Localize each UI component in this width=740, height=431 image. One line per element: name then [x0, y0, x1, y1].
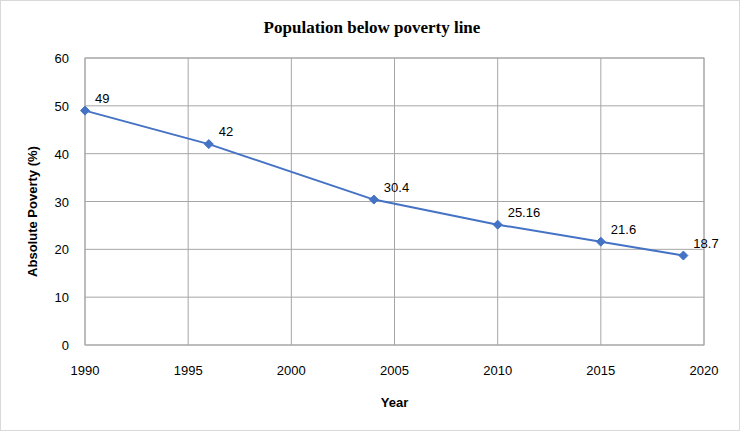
data-marker	[81, 106, 90, 115]
x-tick-label: 2010	[483, 363, 512, 378]
data-marker	[679, 251, 688, 260]
y-tick-label: 30	[55, 195, 69, 210]
x-grid-line	[394, 58, 395, 345]
x-tick-label: 2005	[380, 363, 409, 378]
y-tick-label: 40	[55, 147, 69, 162]
x-grid-line	[497, 58, 498, 345]
x-tick-label: 2000	[277, 363, 306, 378]
chart-container: Population below poverty line 0 10 20 30 40 50…	[0, 0, 740, 431]
y-tick-label: 0	[62, 338, 69, 353]
x-tick-label: 1990	[71, 363, 100, 378]
data-label: 25.16	[508, 205, 541, 220]
data-label: 30.4	[384, 180, 409, 195]
data-label: 18.7	[693, 236, 718, 251]
chart-svg: Population below poverty line 0 10 20 30 40 50…	[0, 0, 740, 431]
data-group	[81, 106, 688, 260]
y-tick-label: 50	[55, 99, 69, 114]
chart-border	[1, 1, 740, 431]
data-label: 21.6	[611, 222, 636, 237]
x-tick-label: 2015	[586, 363, 615, 378]
data-label: 49	[95, 91, 109, 106]
x-axis-label: Year	[381, 395, 408, 410]
x-grid-line	[291, 58, 292, 345]
x-grid-line	[600, 58, 601, 345]
y-tick-label: 60	[55, 51, 69, 66]
y-tick-label: 20	[55, 242, 69, 257]
data-marker	[596, 237, 605, 246]
data-marker	[204, 140, 213, 149]
y-tick-label: 10	[55, 290, 69, 305]
data-marker	[493, 220, 502, 229]
data-label: 42	[219, 124, 233, 139]
data-marker	[369, 195, 378, 204]
data-line	[85, 111, 683, 256]
x-tick-label: 1995	[174, 363, 203, 378]
x-tick-label: 2020	[690, 363, 719, 378]
y-axis-label: Absolute Poverty (%)	[25, 146, 40, 277]
plot-frame	[85, 58, 704, 345]
chart-title: Population below poverty line	[264, 18, 481, 37]
x-grid-line	[188, 58, 189, 345]
